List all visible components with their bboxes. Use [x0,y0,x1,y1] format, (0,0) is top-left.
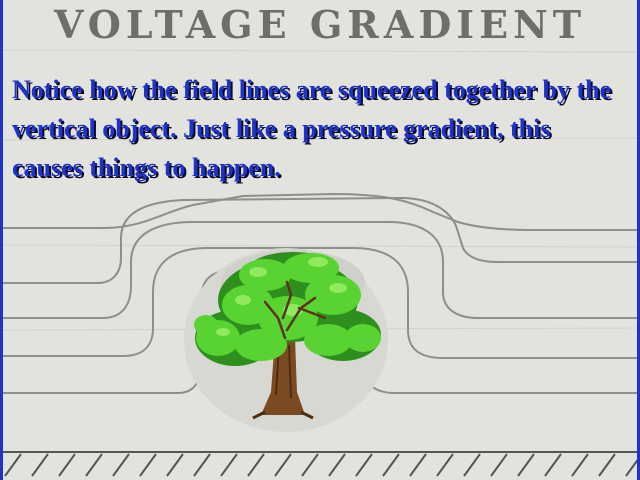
ground-hatch [436,453,454,477]
field-line-2 [3,247,637,359]
ground-hatch [598,453,616,477]
ground-hatch [625,459,637,477]
slide: VOLTAGE GRADIENT Notice how the field li… [3,0,637,480]
ground-hatch [112,453,130,477]
ground-hatch [490,453,508,477]
diagram [3,49,637,477]
ground-hatch [220,453,238,477]
ground-hatch [4,453,22,477]
hatched-ground-icon [3,451,637,477]
field-line-4 [3,196,637,284]
ground-hatch [139,453,157,477]
tree-trunk [261,338,305,415]
ground-hatch [193,453,211,477]
slide-title: VOLTAGE GRADIENT [53,2,587,47]
ground-hatch [31,453,49,477]
ground-hatch [571,453,589,477]
ground-hatch [544,453,562,477]
field-line-5 [3,192,637,231]
ground-hatch [274,453,292,477]
ground-hatch [301,453,319,477]
ground-hatch [85,453,103,477]
ground-hatch [328,453,346,477]
ground-hatch [166,453,184,477]
ground-hatch [382,453,400,477]
tree-icon [184,248,388,432]
ground-hatch [409,453,427,477]
ground-hatch [58,453,76,477]
ground-hatch [355,453,373,477]
ground-hatch [247,453,265,477]
field-line-3 [3,221,637,319]
ground-hatch [463,453,481,477]
slide-body-text: Notice how the field lines are squeezed … [12,75,612,182]
ground-hatch [517,453,535,477]
